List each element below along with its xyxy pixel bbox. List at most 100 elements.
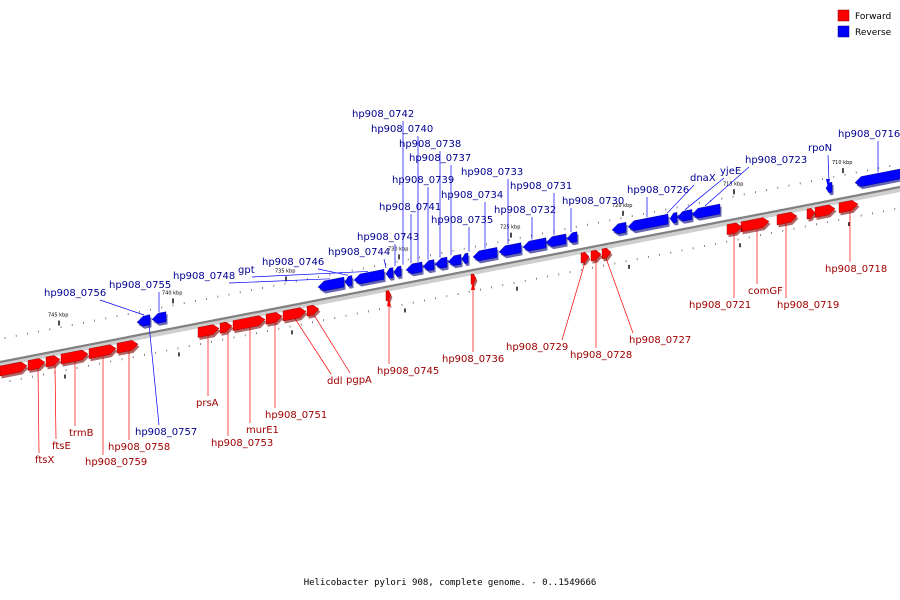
forward-gene-label: ftsE	[52, 441, 71, 452]
reverse-gene-arrow	[344, 275, 353, 287]
reverse-gene-arrow	[461, 252, 469, 264]
reverse-gene-arrow	[498, 242, 522, 257]
forward-gene-label: hp908_0718	[825, 264, 887, 275]
leader-line	[827, 154, 830, 182]
reverse-gene-label: hp908_0742	[352, 109, 414, 120]
tick-label: 720 kbp	[612, 203, 632, 209]
reverse-gene-label: hp908_0744	[328, 247, 390, 258]
leader-line	[561, 262, 586, 341]
forward-gene-arrow	[806, 208, 816, 220]
forward-gene-label: hp908_0745	[377, 366, 439, 377]
legend-label-forward: Forward	[855, 12, 891, 22]
forward-gene-label: ddl	[327, 376, 342, 387]
reverse-gene-marker	[826, 179, 830, 188]
reverse-gene-label: hp908_0735	[431, 215, 493, 226]
reverse-gene-arrow	[447, 254, 462, 266]
reverse-gene-label: hp908_0730	[562, 196, 624, 207]
forward-gene-arrow	[776, 211, 798, 226]
leader-line	[313, 314, 351, 374]
forward-gene-label: hp908_0728	[570, 350, 632, 361]
forward-gene-label: hp908_0729	[506, 342, 568, 353]
reverse-gene-label: hp908_0716	[838, 129, 900, 140]
reverse-gene-label: hp908_0740	[371, 124, 433, 135]
genome-axis	[0, 185, 900, 367]
forward-gene-label: trmB	[69, 428, 94, 439]
reverse-gene-label: gpt	[238, 265, 255, 276]
forward-gene-label: hp908_0719	[777, 300, 839, 311]
forward-gene-arrow	[385, 290, 392, 302]
reverse-gene-label: rpoN	[808, 143, 832, 154]
leader-line	[317, 268, 349, 276]
forward-gene-label: hp908_0721	[689, 300, 751, 311]
reverse-gene-label: hp908_0737	[409, 153, 471, 164]
tick-label: 730 kbp	[388, 246, 408, 252]
reverse-gene-label: hp908_0723	[745, 155, 807, 166]
reverse-gene-arrow	[393, 265, 402, 277]
forward-gene-arrow	[282, 307, 307, 322]
leader-line	[666, 184, 695, 214]
leader-line	[704, 166, 750, 207]
forward-gene-arrow	[265, 312, 283, 325]
reverse-gene-arrow	[825, 181, 833, 194]
forward-gene-arrow	[590, 249, 602, 262]
reverse-gene-arrow	[422, 259, 435, 271]
forward-gene-arrow	[232, 315, 266, 331]
forward-gene-arrow	[726, 222, 743, 235]
forward-gene-marker	[387, 297, 391, 307]
forward-gene-arrow	[116, 340, 139, 354]
reverse-gene-label: hp908_0756	[44, 288, 106, 299]
reverse-gene-arrow	[611, 222, 627, 235]
legend: Forward Reverse	[837, 9, 892, 38]
forward-gene-arrow	[601, 247, 612, 260]
leader-line	[684, 177, 725, 211]
forward-gene-arrow	[219, 321, 233, 334]
reverse-gene-label: hp908_0732	[494, 205, 556, 216]
reverse-gene-arrow	[627, 213, 669, 231]
reverse-gene-label: hp908_0757	[135, 427, 197, 438]
forward-gene-arrow	[27, 358, 46, 371]
reverse-gene-label: yjeE	[720, 166, 741, 177]
minor-ticks	[4, 164, 896, 383]
reverse-gene-label: hp908_0738	[399, 139, 461, 150]
reverse-gene-label: hp908_0755	[109, 280, 171, 291]
forward-gene-label: comGF	[748, 286, 783, 297]
reverse-gene-label: hp908_0739	[392, 175, 454, 186]
reverse-gene-arrow	[566, 231, 578, 243]
forward-gene-label: hp908_0727	[629, 335, 691, 346]
tick-label: 740 kbp	[162, 290, 182, 296]
reverse-gene-arrow	[545, 233, 567, 247]
leader-line	[54, 365, 57, 440]
reverse-gene-label: hp908_0746	[262, 257, 324, 268]
forward-gene-arrow	[60, 349, 89, 365]
leader-line	[99, 299, 145, 316]
reverse-gene-arrow	[385, 267, 394, 279]
forward-gene-arrow	[470, 273, 477, 285]
reverse-gene-arrow	[669, 212, 678, 224]
label-leaders	[37, 121, 879, 455]
gene-features	[0, 168, 900, 379]
legend-swatch-reverse	[837, 25, 850, 38]
forward-gene-arrow	[45, 355, 61, 368]
leader-line	[228, 278, 331, 284]
forward-gene-label: murE1	[246, 425, 279, 436]
axis-line	[0, 185, 900, 364]
forward-gene-arrow	[306, 304, 320, 317]
reverse-gene-label: hp908_0733	[461, 167, 523, 178]
reverse-gene-label: hp908_0726	[627, 185, 689, 196]
legend-label-reverse: Reverse	[855, 28, 892, 38]
tick-label: 715 kbp	[723, 181, 743, 187]
tick-label: 710 kbp	[832, 160, 852, 166]
tick-label: 725 kbp	[500, 225, 520, 231]
reverse-gene-arrow	[676, 209, 693, 222]
reverse-gene-arrow	[854, 168, 900, 187]
leader-line	[294, 318, 332, 375]
forward-gene-label: hp908_0751	[265, 410, 327, 421]
forward-gene-marker	[471, 281, 475, 291]
reverse-gene-arrow	[136, 314, 151, 327]
legend-swatch-forward	[837, 9, 850, 22]
reverse-gene-label: dnaX	[690, 173, 716, 184]
forward-gene-label: ftsX	[35, 455, 54, 466]
forward-gene-arrow	[197, 324, 220, 338]
reverse-gene-arrow	[472, 247, 498, 262]
forward-gene-arrow	[0, 361, 28, 377]
